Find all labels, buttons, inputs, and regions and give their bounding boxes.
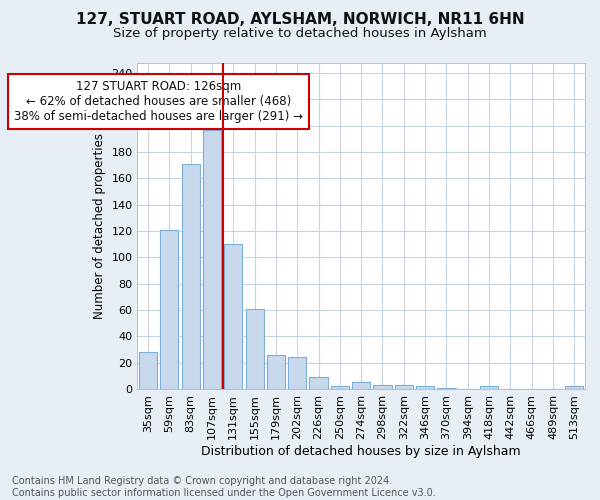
Bar	[139, 352, 157, 389]
Bar	[245, 308, 263, 389]
Y-axis label: Number of detached properties: Number of detached properties	[92, 132, 106, 318]
Bar	[224, 244, 242, 389]
Text: Contains HM Land Registry data © Crown copyright and database right 2024.
Contai: Contains HM Land Registry data © Crown c…	[12, 476, 436, 498]
Bar	[565, 386, 583, 389]
Bar	[310, 377, 328, 389]
Bar	[203, 130, 221, 389]
Bar	[480, 386, 498, 389]
Bar	[416, 386, 434, 389]
Bar	[331, 386, 349, 389]
Bar	[437, 388, 455, 389]
Bar	[395, 385, 413, 389]
Bar	[267, 354, 285, 389]
Text: Size of property relative to detached houses in Aylsham: Size of property relative to detached ho…	[113, 28, 487, 40]
Text: 127, STUART ROAD, AYLSHAM, NORWICH, NR11 6HN: 127, STUART ROAD, AYLSHAM, NORWICH, NR11…	[76, 12, 524, 28]
Bar	[373, 385, 392, 389]
Bar	[288, 358, 306, 389]
Text: 127 STUART ROAD: 126sqm
← 62% of detached houses are smaller (468)
38% of semi-d: 127 STUART ROAD: 126sqm ← 62% of detache…	[14, 80, 303, 122]
Bar	[160, 230, 178, 389]
Bar	[352, 382, 370, 389]
Bar	[182, 164, 200, 389]
X-axis label: Distribution of detached houses by size in Aylsham: Distribution of detached houses by size …	[202, 444, 521, 458]
